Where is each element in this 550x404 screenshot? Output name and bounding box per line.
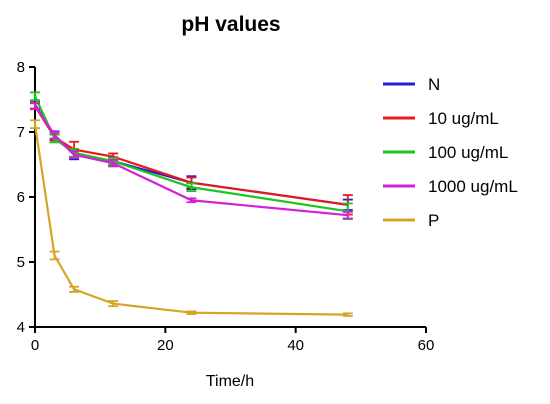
y-tick-label: 7 bbox=[17, 124, 25, 141]
x-axis-label: Time/h bbox=[206, 373, 254, 390]
axes: 4 5 6 7 8 0 20 40 60 bbox=[17, 59, 435, 354]
series-1000-ug-ml bbox=[30, 102, 353, 220]
series-line bbox=[34, 95, 348, 213]
legend: N 10 ug/mL 100 ug/mL 1000 ug/mL P bbox=[383, 75, 518, 230]
error-bar bbox=[186, 182, 197, 193]
legend-item: 1000 ug/mL bbox=[383, 177, 518, 196]
error-bar bbox=[69, 150, 80, 159]
legend-label: 10 ug/mL bbox=[428, 109, 499, 128]
series-line bbox=[33, 124, 348, 316]
legend-item: 10 ug/mL bbox=[383, 109, 499, 128]
error-bar bbox=[30, 91, 40, 102]
error-bar bbox=[108, 300, 119, 308]
legend-item: P bbox=[383, 211, 439, 230]
y-tick-label: 5 bbox=[17, 254, 25, 271]
x-tick-label: 20 bbox=[157, 337, 174, 354]
error-bar bbox=[342, 312, 353, 317]
series-p bbox=[30, 119, 353, 317]
series-line bbox=[34, 105, 348, 217]
y-tick-label: 8 bbox=[17, 59, 25, 76]
series-layer bbox=[30, 91, 353, 317]
legend-label: 100 ug/mL bbox=[428, 143, 508, 162]
error-bar bbox=[49, 131, 60, 140]
legend-item: N bbox=[383, 75, 440, 94]
y-tick-label: 4 bbox=[17, 319, 25, 336]
error-bar bbox=[108, 159, 119, 168]
legend-label: N bbox=[428, 75, 440, 94]
error-bar bbox=[49, 250, 60, 261]
legend-label: 1000 ug/mL bbox=[428, 177, 518, 196]
error-bar bbox=[30, 102, 40, 110]
error-bar bbox=[30, 119, 40, 130]
chart-title: pH values bbox=[181, 13, 280, 36]
legend-item: 100 ug/mL bbox=[383, 143, 508, 162]
x-tick-label: 60 bbox=[418, 337, 435, 354]
error-bar bbox=[69, 285, 80, 293]
legend-label: P bbox=[428, 211, 439, 230]
error-bar bbox=[342, 211, 353, 220]
error-bar bbox=[186, 197, 197, 204]
x-tick-label: 0 bbox=[31, 337, 39, 354]
y-tick-label: 6 bbox=[17, 189, 25, 206]
error-bar bbox=[186, 310, 197, 315]
x-tick-label: 40 bbox=[287, 337, 304, 354]
